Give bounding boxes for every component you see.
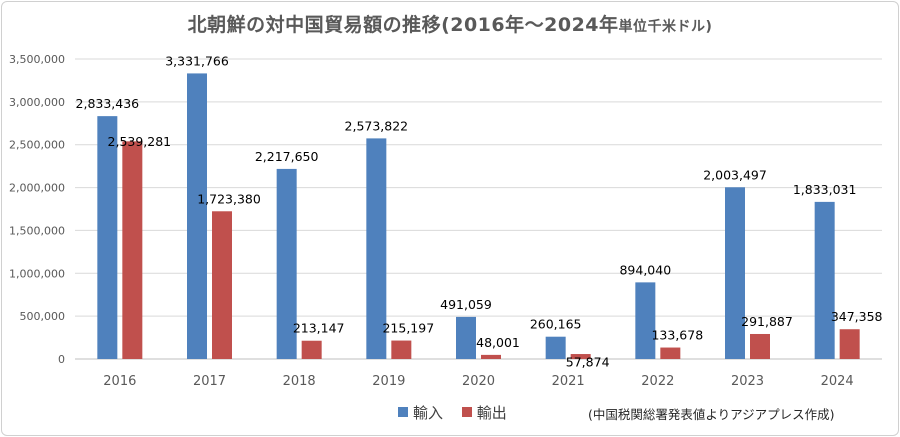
legend: 輸入 輸出 <box>398 402 521 422</box>
data-label-export: 291,887 <box>741 314 793 329</box>
y-tick-label: 2,000,000 <box>9 182 65 195</box>
y-tick-label: 2,500,000 <box>9 139 65 152</box>
x-tick-label: 2020 <box>462 374 495 389</box>
data-label-import: 260,165 <box>530 317 582 332</box>
chart-title: 北朝鮮の対中国貿易額の推移(2016年～2024年単位千米ドル) <box>0 10 900 37</box>
bar-import <box>187 73 207 360</box>
bar-import <box>635 282 656 359</box>
y-tick-label: 3,000,000 <box>9 96 65 109</box>
bar-import <box>814 201 835 359</box>
chart-title-unit: 単位千米ドル) <box>618 19 713 35</box>
x-tick-label: 2017 <box>193 374 226 389</box>
bar-import <box>366 138 387 359</box>
data-label-export: 215,197 <box>382 321 434 336</box>
data-label-export: 133,678 <box>651 328 703 343</box>
x-tick-label: 2024 <box>821 374 854 389</box>
legend-item-export: 輸出 <box>461 402 507 423</box>
x-tick-label: 2023 <box>731 374 764 389</box>
legend-label-export: 輸出 <box>476 404 507 422</box>
x-tick-label: 2016 <box>103 374 136 389</box>
legend-swatch-import <box>398 406 408 417</box>
data-label-import: 2,833,436 <box>76 96 140 111</box>
bar-export <box>570 354 591 359</box>
data-label-import: 2,217,650 <box>255 149 319 164</box>
legend-item-import: 輸入 <box>398 402 443 423</box>
data-label-import: 894,040 <box>619 262 671 277</box>
x-tick-label: 2019 <box>372 374 405 389</box>
data-label-export: 48,001 <box>476 335 520 350</box>
data-label-export: 2,539,281 <box>108 134 172 149</box>
bar-export <box>212 211 232 359</box>
data-label-import: 1,833,031 <box>793 182 857 197</box>
data-label-export: 213,147 <box>293 321 345 336</box>
data-label-import: 2,003,497 <box>703 167 767 182</box>
bar-export <box>481 354 501 359</box>
y-tick-label: 0 <box>58 353 65 366</box>
bar-import <box>725 187 745 359</box>
data-label-export: 57,874 <box>566 355 610 370</box>
data-label-export: 347,358 <box>831 309 883 324</box>
x-tick-label: 2021 <box>552 374 585 389</box>
chart-title-main: 北朝鮮の対中国貿易額の推移(2016年～2024年 <box>187 14 619 36</box>
legend-label-import: 輸入 <box>413 404 444 422</box>
y-tick-label: 1,500,000 <box>9 224 65 237</box>
bar-import <box>545 336 566 359</box>
bar-export <box>391 340 412 359</box>
bar-export <box>301 340 322 359</box>
data-label-import: 2,573,822 <box>345 118 409 133</box>
x-tick-label: 2018 <box>283 374 316 389</box>
legend-swatch-export <box>461 406 472 417</box>
x-tick-label: 2022 <box>641 374 674 389</box>
bar-import <box>276 168 297 359</box>
bar-export <box>839 329 860 359</box>
y-tick-label: 500,000 <box>20 310 66 323</box>
bar-export <box>660 347 681 359</box>
y-tick-label: 1,000,000 <box>9 267 65 280</box>
bar-export <box>122 141 143 359</box>
data-label-export: 1,723,380 <box>197 191 261 206</box>
bar-import <box>456 316 476 359</box>
data-label-import: 491,059 <box>440 297 492 312</box>
bar-export <box>750 333 770 359</box>
data-label-import: 3,331,766 <box>165 53 229 68</box>
bar-import <box>97 116 118 359</box>
source-note: (中国税関総署発表値よりアジアプレス作成) <box>588 407 835 422</box>
y-tick-label: 3,500,000 <box>9 53 65 66</box>
